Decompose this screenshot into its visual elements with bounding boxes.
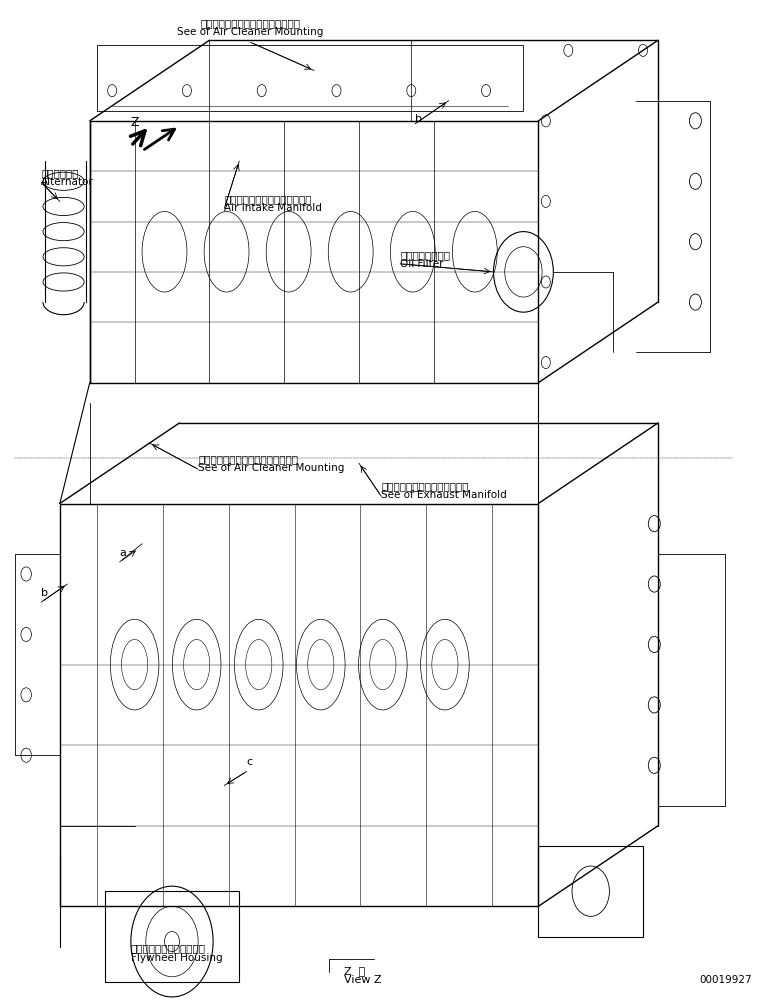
Ellipse shape: [432, 639, 458, 690]
Ellipse shape: [43, 248, 84, 266]
Ellipse shape: [204, 211, 249, 292]
Text: b: b: [415, 114, 422, 124]
Text: フライホイールハウジング: フライホイールハウジング: [131, 944, 206, 954]
Ellipse shape: [43, 223, 84, 241]
Ellipse shape: [43, 172, 84, 190]
Ellipse shape: [142, 211, 187, 292]
Ellipse shape: [370, 639, 396, 690]
Text: Flywheel Housing: Flywheel Housing: [131, 953, 223, 963]
Ellipse shape: [43, 197, 84, 215]
Ellipse shape: [328, 211, 373, 292]
Text: エアークリーナマウンティング参照: エアークリーナマウンティング参照: [198, 454, 298, 464]
Bar: [98, 45, 523, 111]
Text: Z  視: Z 視: [344, 966, 365, 976]
Ellipse shape: [184, 639, 210, 690]
Ellipse shape: [359, 619, 407, 710]
Bar: [539, 846, 643, 937]
Ellipse shape: [172, 619, 221, 710]
Ellipse shape: [308, 639, 334, 690]
Text: Z: Z: [131, 116, 139, 129]
Ellipse shape: [110, 619, 159, 710]
Text: View Z: View Z: [344, 975, 382, 985]
Text: エキゾーストマニホールド参照: エキゾーストマニホールド参照: [381, 481, 469, 491]
Ellipse shape: [266, 211, 311, 292]
Ellipse shape: [245, 639, 272, 690]
Text: c: c: [247, 757, 253, 767]
Text: Oil Filter: Oil Filter: [400, 259, 443, 269]
Bar: [104, 891, 239, 982]
Ellipse shape: [390, 211, 435, 292]
Text: オイルフィルター: オイルフィルター: [400, 250, 450, 260]
Text: Air Intake Manifold: Air Intake Manifold: [224, 203, 322, 213]
Text: 00019927: 00019927: [700, 975, 752, 985]
Text: エアーインテークマニホールド: エアーインテークマニホールド: [224, 194, 312, 204]
Ellipse shape: [43, 273, 84, 291]
Ellipse shape: [421, 619, 469, 710]
Text: a: a: [120, 548, 126, 558]
Ellipse shape: [235, 619, 283, 710]
Ellipse shape: [121, 639, 148, 690]
Ellipse shape: [453, 211, 498, 292]
Ellipse shape: [296, 619, 345, 710]
Text: Alternator: Alternator: [41, 177, 94, 187]
Text: エアークリーナマウンティング参照: エアークリーナマウンティング参照: [200, 18, 300, 28]
Text: b: b: [41, 588, 48, 598]
Text: See of Air Cleaner Mounting: See of Air Cleaner Mounting: [198, 463, 344, 473]
Text: オルタネータ: オルタネータ: [41, 168, 78, 178]
Text: See of Exhaust Manifold: See of Exhaust Manifold: [381, 490, 507, 500]
Text: See of Air Cleaner Mounting: See of Air Cleaner Mounting: [178, 27, 324, 37]
